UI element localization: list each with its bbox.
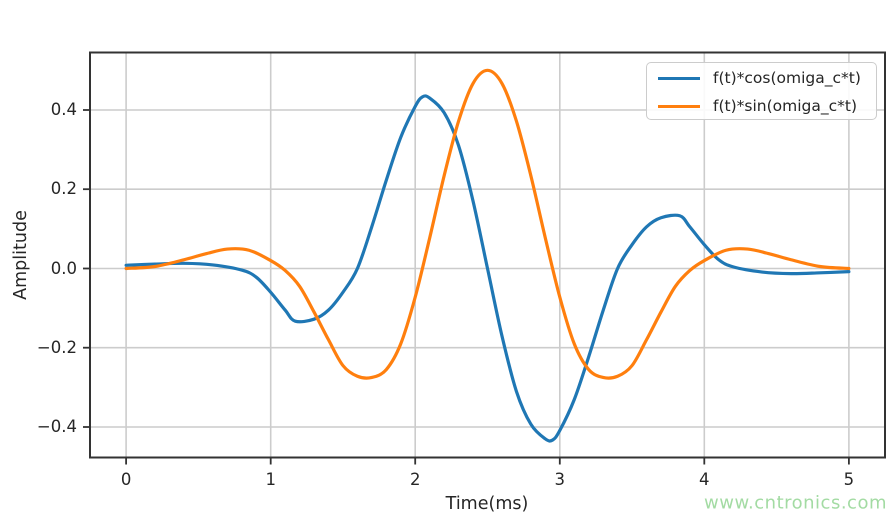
x-tick-label: 4	[699, 469, 710, 489]
sin-series-curve	[124, 68, 851, 380]
cos-series-curve	[124, 94, 851, 443]
y-tick-label: 0.2	[50, 178, 77, 198]
watermark: www.cntronics.com	[704, 492, 887, 514]
y-tick-label: 0.4	[50, 99, 77, 119]
x-tick-label: 3	[554, 469, 566, 489]
legend-label-cos: f(t)*cos(omiga_c*t)	[713, 69, 861, 87]
x-tick-label: 0	[120, 469, 132, 489]
plot-border	[89, 51, 886, 459]
legend: f(t)*cos(omiga_c*t) f(t)*sin(omiga_c*t)	[646, 62, 877, 120]
y-tick-label: −0.2	[36, 337, 77, 357]
legend-label-sin: f(t)*sin(omiga_c*t)	[713, 97, 858, 115]
y-tick-label: 0.0	[50, 258, 77, 278]
x-axis-label: Time(ms)	[445, 494, 529, 514]
x-tick-label: 5	[843, 469, 855, 489]
sin-line-sample-icon	[658, 104, 700, 108]
cos-line-sample-icon	[658, 76, 700, 80]
x-tick-label: 2	[409, 469, 421, 489]
series-curves	[124, 68, 851, 443]
y-axis-label: Amplitude	[11, 210, 31, 300]
y-tick-label: −0.4	[36, 416, 77, 436]
legend-item-cos: f(t)*cos(omiga_c*t)	[658, 64, 876, 92]
legend-item-sin: f(t)*sin(omiga_c*t)	[658, 92, 876, 120]
tick-marks	[83, 109, 850, 465]
x-tick-label: 1	[265, 469, 276, 489]
